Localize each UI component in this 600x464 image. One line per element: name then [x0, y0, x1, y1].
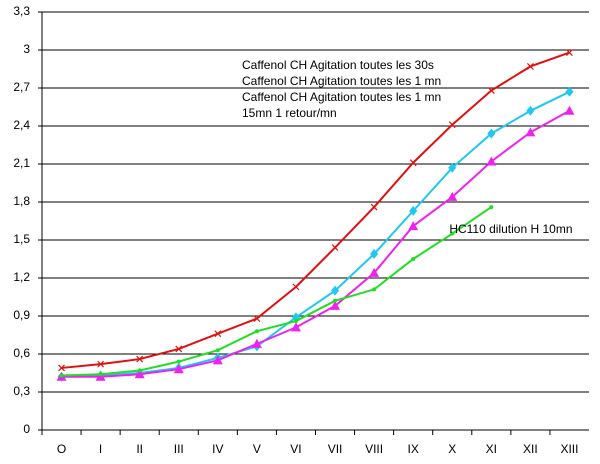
marker: [333, 298, 338, 303]
marker: [175, 345, 183, 353]
series-line: [61, 109, 570, 378]
marker: [212, 355, 223, 365]
marker: [448, 121, 456, 129]
marker: [290, 322, 301, 332]
x-tick-label: III: [174, 442, 184, 456]
x-tick-label: XIII: [560, 442, 578, 456]
marker: [525, 127, 536, 137]
marker: [526, 63, 534, 70]
series-label: HC110 dilution H 10mn: [449, 222, 572, 236]
marker: [409, 159, 417, 167]
marker: [293, 319, 298, 324]
marker: [487, 128, 496, 139]
y-tick-label: 1,8: [13, 194, 30, 208]
x-tick-label: II: [136, 442, 143, 456]
marker: [409, 205, 418, 216]
x-tick-label: V: [253, 442, 261, 456]
y-tick-label: 2,1: [13, 156, 30, 170]
marker: [98, 372, 103, 377]
marker: [176, 359, 181, 364]
x-tick-label: X: [448, 442, 456, 456]
y-tick-label: 1,5: [13, 232, 30, 246]
marker: [136, 355, 144, 363]
marker: [487, 87, 495, 94]
y-tick-label: 0,3: [13, 384, 30, 398]
marker: [214, 330, 222, 338]
marker: [215, 348, 220, 353]
marker: [331, 285, 340, 296]
x-tick-label: XI: [486, 442, 497, 456]
marker: [489, 205, 494, 210]
marker: [253, 315, 261, 322]
y-tick-label: 2,4: [13, 118, 30, 132]
legend-entry: Caffenol CH Agitation toutes les 1 mn: [242, 90, 441, 104]
legend-entry: Caffenol CH Agitation toutes les 30s: [242, 58, 434, 72]
x-tick-label: VIII: [365, 442, 383, 456]
marker: [526, 105, 535, 116]
legend-entry: Caffenol CH Agitation toutes les 1 mn: [242, 74, 441, 88]
series-line: [61, 206, 492, 377]
y-tick-label: 2,7: [13, 80, 30, 94]
marker: [372, 287, 377, 292]
marker: [564, 105, 575, 115]
marker: [58, 364, 65, 372]
y-tick-label: 3,3: [13, 4, 30, 18]
marker: [369, 267, 380, 277]
marker: [134, 369, 145, 379]
marker: [251, 338, 262, 348]
y-tick-label: 0,6: [13, 346, 30, 360]
x-tick-label: O: [57, 442, 66, 456]
y-tick-label: 3: [23, 42, 30, 56]
x-tick-label: I: [99, 442, 102, 456]
x-tick-label: XII: [523, 442, 538, 456]
series-line: [61, 51, 570, 369]
series-line: [61, 90, 570, 378]
marker: [137, 368, 142, 373]
marker: [97, 360, 105, 368]
marker: [411, 257, 416, 261]
marker: [566, 49, 573, 56]
marker: [95, 371, 106, 381]
marker: [330, 300, 341, 310]
x-tick-label: IX: [408, 442, 419, 456]
y-tick-label: 1,2: [13, 270, 30, 284]
y-tick-label: 0: [23, 422, 30, 436]
x-tick-label: VI: [290, 442, 301, 456]
marker: [173, 364, 184, 374]
x-tick-label: IV: [212, 442, 223, 456]
marker: [370, 248, 379, 259]
marker: [565, 86, 574, 97]
marker: [408, 221, 419, 231]
marker: [486, 156, 497, 166]
marker: [450, 231, 455, 236]
x-tick-label: VII: [328, 442, 343, 456]
marker: [59, 373, 64, 378]
marker: [331, 244, 339, 252]
legend-note: 15mn 1 retour/mn: [242, 106, 337, 120]
marker: [292, 283, 300, 291]
y-tick-label: 0,9: [13, 308, 30, 322]
marker: [370, 203, 378, 211]
marker: [447, 191, 458, 201]
marker: [448, 162, 457, 173]
marker: [254, 329, 259, 334]
